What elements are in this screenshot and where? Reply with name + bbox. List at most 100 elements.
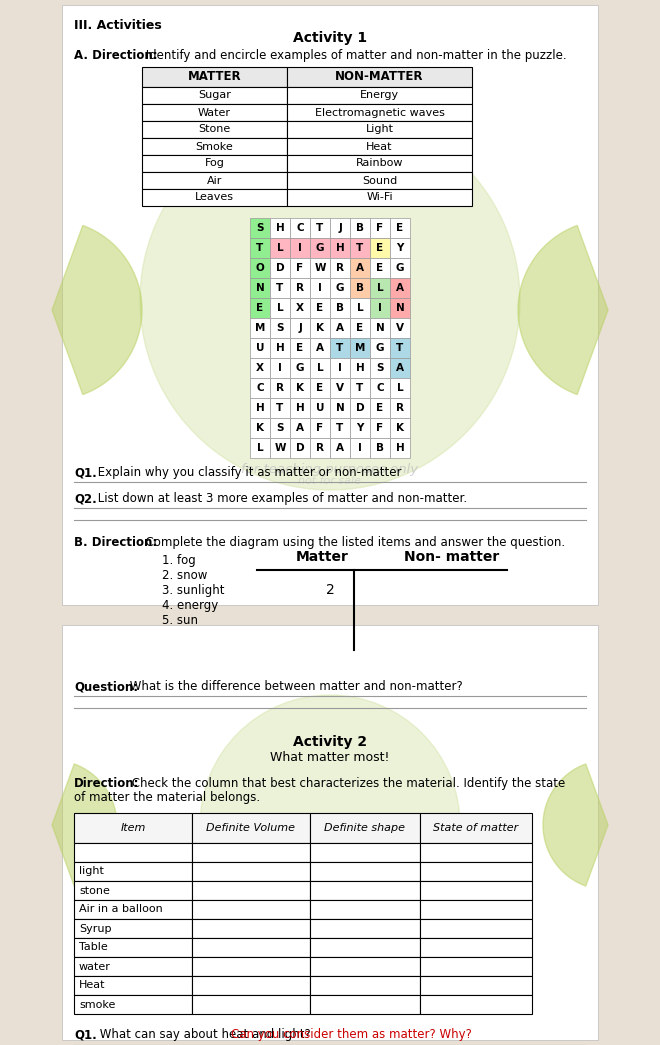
Text: Stone: Stone — [199, 124, 230, 135]
Bar — [390, 318, 410, 338]
Text: for teaching purposes only: for teaching purposes only — [242, 463, 418, 477]
Bar — [420, 843, 532, 862]
Bar — [250, 438, 270, 458]
Text: J: J — [298, 323, 302, 333]
Bar — [310, 919, 420, 938]
Text: N: N — [255, 283, 265, 293]
Text: Can you consider them as matter? Why?: Can you consider them as matter? Why? — [231, 1028, 472, 1041]
Text: G: G — [396, 263, 404, 273]
Text: What is the difference between matter and non-matter?: What is the difference between matter an… — [126, 680, 463, 693]
Text: M: M — [255, 323, 265, 333]
Text: H: H — [336, 243, 345, 253]
Text: water: water — [79, 961, 111, 972]
Bar — [350, 298, 370, 318]
Text: smoke: smoke — [79, 999, 116, 1009]
Bar — [310, 881, 420, 900]
Text: A: A — [316, 343, 324, 353]
Text: S: S — [376, 363, 383, 373]
Text: K: K — [396, 423, 404, 433]
Text: G: G — [296, 363, 304, 373]
Text: Matter: Matter — [296, 550, 348, 564]
Bar — [370, 358, 390, 378]
Text: E: E — [376, 263, 383, 273]
Bar — [350, 238, 370, 258]
Text: C: C — [296, 223, 304, 233]
Bar — [74, 843, 192, 862]
Text: D: D — [356, 403, 364, 413]
Bar — [350, 278, 370, 298]
Bar — [310, 418, 330, 438]
Text: L: L — [317, 363, 323, 373]
Text: K: K — [256, 423, 264, 433]
Bar — [370, 338, 390, 358]
Bar — [270, 398, 290, 418]
Text: I: I — [378, 303, 382, 313]
Bar — [420, 976, 532, 995]
Text: C: C — [256, 384, 264, 393]
Bar — [290, 258, 310, 278]
Bar — [420, 881, 532, 900]
Text: E: E — [397, 223, 403, 233]
Text: NON-MATTER: NON-MATTER — [335, 70, 424, 84]
Bar — [270, 238, 290, 258]
Text: Light: Light — [366, 124, 393, 135]
Text: Heat: Heat — [79, 980, 106, 991]
Bar — [192, 881, 310, 900]
Text: R: R — [316, 443, 324, 452]
Bar — [310, 813, 420, 843]
Bar — [192, 919, 310, 938]
Text: E: E — [376, 403, 383, 413]
Bar — [330, 378, 350, 398]
Text: L: L — [356, 303, 363, 313]
Text: V: V — [396, 323, 404, 333]
Bar — [290, 218, 310, 238]
Bar — [270, 358, 290, 378]
Bar — [250, 298, 270, 318]
Text: A: A — [356, 263, 364, 273]
Text: Air: Air — [207, 176, 222, 186]
Bar — [390, 218, 410, 238]
Bar — [370, 218, 390, 238]
Text: T: T — [356, 384, 364, 393]
Bar — [350, 438, 370, 458]
Bar — [250, 238, 270, 258]
Bar — [74, 881, 192, 900]
Bar — [142, 155, 287, 172]
Bar — [420, 900, 532, 919]
Text: F: F — [376, 223, 383, 233]
Bar — [310, 258, 330, 278]
Text: I: I — [278, 363, 282, 373]
Text: B: B — [356, 283, 364, 293]
Bar — [62, 625, 598, 1040]
Text: Wi-Fi: Wi-Fi — [366, 192, 393, 203]
Text: D: D — [276, 263, 284, 273]
Text: MATTER: MATTER — [187, 70, 242, 84]
Bar — [420, 862, 532, 881]
Text: T: T — [337, 423, 344, 433]
Text: State of matter: State of matter — [434, 823, 519, 833]
Circle shape — [140, 110, 520, 490]
Bar — [350, 398, 370, 418]
Text: E: E — [356, 323, 364, 333]
Bar — [290, 418, 310, 438]
Text: F: F — [376, 423, 383, 433]
Text: S: S — [256, 223, 264, 233]
Bar — [310, 278, 330, 298]
Text: Definite Volume: Definite Volume — [207, 823, 296, 833]
Bar — [74, 919, 192, 938]
Bar — [350, 318, 370, 338]
Bar — [62, 5, 598, 605]
Text: E: E — [296, 343, 304, 353]
Text: N: N — [376, 323, 384, 333]
Bar — [420, 957, 532, 976]
Text: A: A — [336, 443, 344, 452]
Text: T: T — [316, 223, 323, 233]
Text: V: V — [336, 384, 344, 393]
Text: Sugar: Sugar — [198, 91, 231, 100]
Text: L: L — [277, 243, 283, 253]
Bar — [250, 378, 270, 398]
Bar — [290, 358, 310, 378]
Text: X: X — [256, 363, 264, 373]
Bar — [330, 258, 350, 278]
Bar — [310, 398, 330, 418]
